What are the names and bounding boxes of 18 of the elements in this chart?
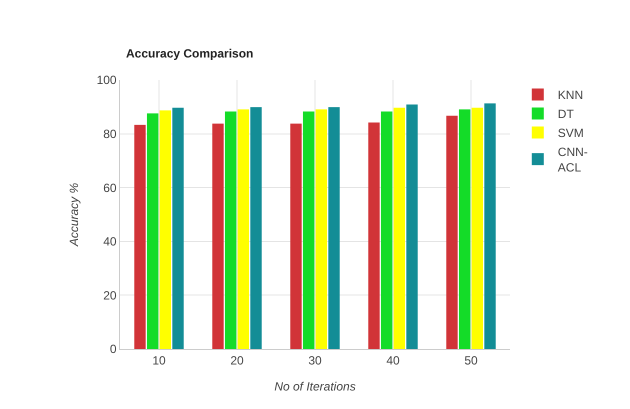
y-axis-title: Accuracy % [66, 182, 81, 248]
y-tick-label: 40 [103, 234, 117, 249]
y-tick-label: 80 [103, 127, 117, 141]
x-axis-title: No of Iterations [274, 379, 356, 394]
legend-label: CNN- ACL [558, 144, 588, 175]
y-tick-label: 0 [110, 342, 117, 356]
x-tick-label: 10 [152, 353, 166, 368]
x-tick-label: 40 [386, 353, 400, 368]
legend-label: SVM [558, 126, 584, 140]
legend-label: KNN [558, 88, 584, 102]
y-tick-label: 60 [103, 180, 117, 195]
legend-label: DT [558, 107, 574, 122]
y-tick-label: 20 [103, 288, 117, 302]
y-tick-label: 100 [96, 73, 117, 88]
chart-title: Accuracy Comparison [126, 46, 254, 60]
x-tick-label: 20 [230, 353, 244, 368]
x-tick-label: 50 [464, 353, 478, 368]
x-tick-label: 30 [308, 353, 322, 368]
